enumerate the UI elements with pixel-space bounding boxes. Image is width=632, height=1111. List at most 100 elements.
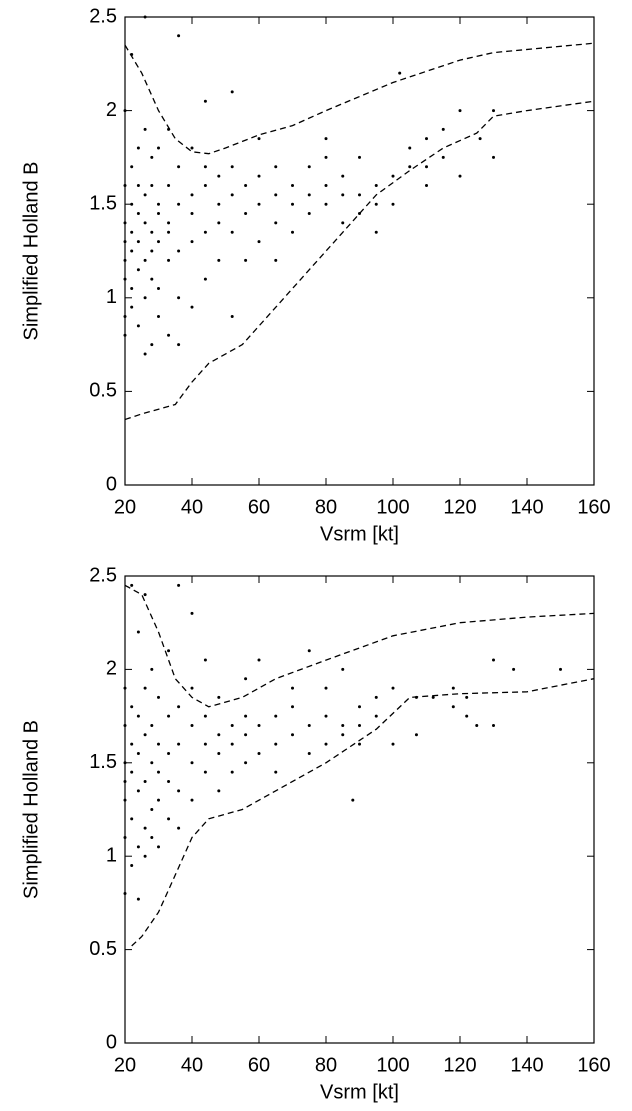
point — [123, 315, 127, 319]
point — [257, 658, 261, 662]
point — [291, 202, 294, 206]
point — [123, 333, 127, 337]
point — [451, 686, 455, 690]
point — [130, 742, 134, 746]
point — [230, 90, 234, 94]
point — [167, 649, 171, 653]
point — [324, 137, 328, 141]
point — [203, 230, 207, 234]
point — [150, 836, 154, 840]
point — [190, 761, 194, 765]
point — [130, 817, 134, 821]
point — [190, 240, 194, 244]
x-tick-label: 20 — [114, 1054, 136, 1076]
point — [307, 751, 311, 755]
point — [307, 723, 311, 727]
point — [123, 723, 127, 727]
point — [143, 826, 147, 830]
point — [177, 826, 181, 830]
point — [324, 742, 328, 746]
y-tick-label: 1.5 — [89, 751, 117, 773]
point — [123, 109, 127, 113]
x-tick-label: 60 — [248, 496, 270, 518]
y-tick-label: 1 — [106, 286, 117, 308]
point — [177, 705, 181, 709]
point — [143, 15, 147, 19]
x-tick-label: 100 — [376, 1054, 409, 1076]
point — [492, 109, 495, 113]
point — [244, 212, 248, 216]
point — [451, 705, 455, 709]
point — [143, 258, 147, 262]
point — [130, 305, 134, 309]
y-tick-label: 1.5 — [89, 192, 117, 214]
point — [123, 183, 127, 187]
point — [230, 723, 234, 727]
point — [431, 695, 435, 699]
point — [274, 165, 278, 169]
point — [351, 798, 355, 802]
point — [291, 705, 294, 709]
point — [123, 892, 127, 896]
point — [157, 742, 160, 746]
point — [230, 770, 234, 774]
point — [190, 305, 194, 309]
point — [341, 667, 345, 671]
y-tick-label: 0 — [106, 1031, 117, 1053]
point — [130, 165, 134, 169]
point — [143, 854, 147, 858]
point — [150, 761, 154, 765]
point — [358, 723, 361, 727]
point — [274, 770, 278, 774]
x-tick-label: 100 — [376, 496, 409, 518]
point — [150, 277, 154, 281]
point — [414, 733, 418, 737]
dashed-line — [124, 100, 595, 421]
point — [136, 714, 140, 718]
point — [167, 817, 171, 821]
point — [123, 686, 127, 690]
point — [230, 193, 234, 197]
point — [130, 286, 134, 290]
point — [157, 695, 160, 699]
point — [203, 714, 207, 718]
point — [425, 183, 428, 187]
dashed-line — [131, 678, 595, 947]
point — [167, 333, 171, 337]
point — [123, 258, 127, 262]
point — [143, 779, 147, 783]
point — [391, 686, 395, 690]
point — [274, 193, 278, 197]
y-tick-label: 0.5 — [89, 380, 117, 402]
point — [167, 230, 171, 234]
point — [130, 202, 134, 206]
point — [374, 714, 378, 718]
point — [307, 193, 311, 197]
point — [391, 202, 395, 206]
point — [136, 183, 140, 187]
x-tick-label: 60 — [248, 1054, 270, 1076]
point — [136, 240, 140, 244]
point — [130, 770, 134, 774]
point — [217, 174, 221, 178]
point — [190, 193, 194, 197]
x-tick-label: 120 — [443, 496, 476, 518]
point — [324, 155, 328, 159]
point — [123, 798, 127, 802]
point — [130, 864, 134, 868]
point — [559, 667, 562, 671]
point — [458, 109, 462, 113]
point — [291, 686, 294, 690]
point — [136, 751, 140, 755]
point — [307, 212, 311, 216]
point — [203, 277, 207, 281]
dashed-line — [124, 584, 595, 708]
x-tick-label: 160 — [577, 1054, 610, 1076]
point — [136, 324, 140, 328]
point — [150, 249, 154, 253]
point — [143, 593, 147, 597]
point — [157, 212, 160, 216]
point — [358, 193, 361, 197]
point — [157, 240, 160, 244]
